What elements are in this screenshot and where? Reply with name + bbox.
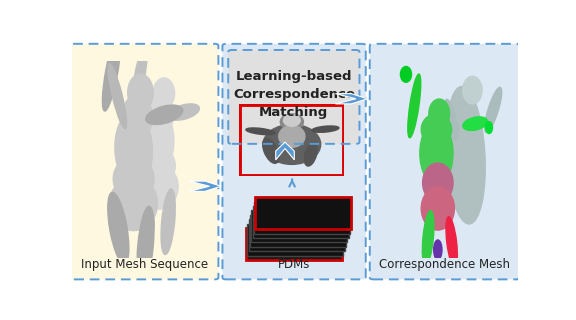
FancyBboxPatch shape [254, 202, 350, 234]
FancyBboxPatch shape [249, 219, 345, 251]
FancyBboxPatch shape [246, 228, 342, 260]
Polygon shape [276, 142, 294, 160]
Polygon shape [335, 94, 367, 104]
FancyBboxPatch shape [228, 50, 359, 144]
FancyBboxPatch shape [252, 210, 347, 243]
FancyBboxPatch shape [256, 197, 351, 229]
FancyBboxPatch shape [248, 224, 343, 256]
FancyBboxPatch shape [222, 44, 366, 279]
FancyBboxPatch shape [71, 44, 218, 279]
Text: Correspondence Mesh: Correspondence Mesh [379, 258, 510, 271]
Text: Learning-based
Correspondence
Matching: Learning-based Correspondence Matching [233, 70, 355, 119]
FancyBboxPatch shape [250, 215, 346, 247]
FancyBboxPatch shape [370, 44, 520, 279]
Text: Input Mesh Sequence: Input Mesh Sequence [81, 258, 208, 271]
FancyBboxPatch shape [253, 206, 348, 238]
Polygon shape [189, 181, 221, 191]
Text: PDMs: PDMs [278, 258, 310, 271]
